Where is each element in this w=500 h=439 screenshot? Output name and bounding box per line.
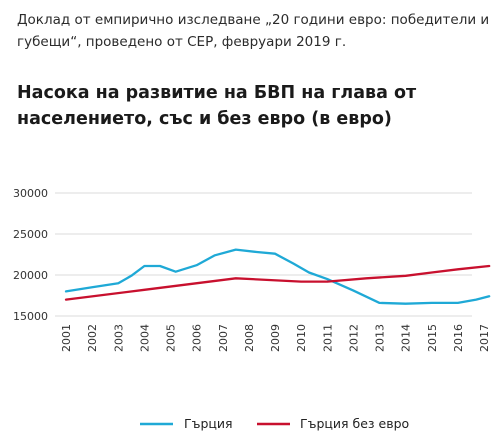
x-tick-label: 2003 (112, 324, 125, 352)
x-tick-label: 2002 (86, 324, 99, 352)
x-tick-label: 2005 (165, 324, 178, 352)
y-tick-label: 30000 (13, 187, 48, 200)
legend-label: Гърция без евро (300, 416, 409, 431)
x-tick-label: 2017 (478, 324, 491, 352)
chart-title: Насока на развитие на БВП на глава от на… (17, 83, 417, 129)
x-tick-label: 2008 (243, 324, 256, 352)
x-tick-label: 2015 (426, 324, 439, 352)
x-tick-label: 2009 (269, 324, 282, 352)
legend-label: Гърция (184, 416, 233, 431)
x-tick-label: 2014 (400, 324, 413, 352)
y-tick-label: 25000 (13, 228, 48, 241)
x-tick-label: 2012 (347, 324, 360, 352)
x-tick-label: 2011 (321, 324, 334, 352)
x-tick-label: 2016 (452, 324, 465, 352)
series-line-2 (64, 264, 491, 301)
y-tick-label: 15000 (13, 310, 48, 323)
x-tick-label: 2007 (217, 324, 230, 352)
x-tick-label: 2001 (60, 324, 73, 352)
x-tick-label: 2010 (295, 324, 308, 352)
series-line-1 (64, 248, 491, 305)
x-tick-label: 2004 (138, 324, 151, 352)
source-note: Доклад от емпирично изследване „20 годин… (17, 12, 490, 50)
x-tick-label: 2006 (191, 324, 204, 352)
x-tick-label: 2013 (374, 324, 387, 352)
y-tick-label: 20000 (13, 269, 48, 282)
